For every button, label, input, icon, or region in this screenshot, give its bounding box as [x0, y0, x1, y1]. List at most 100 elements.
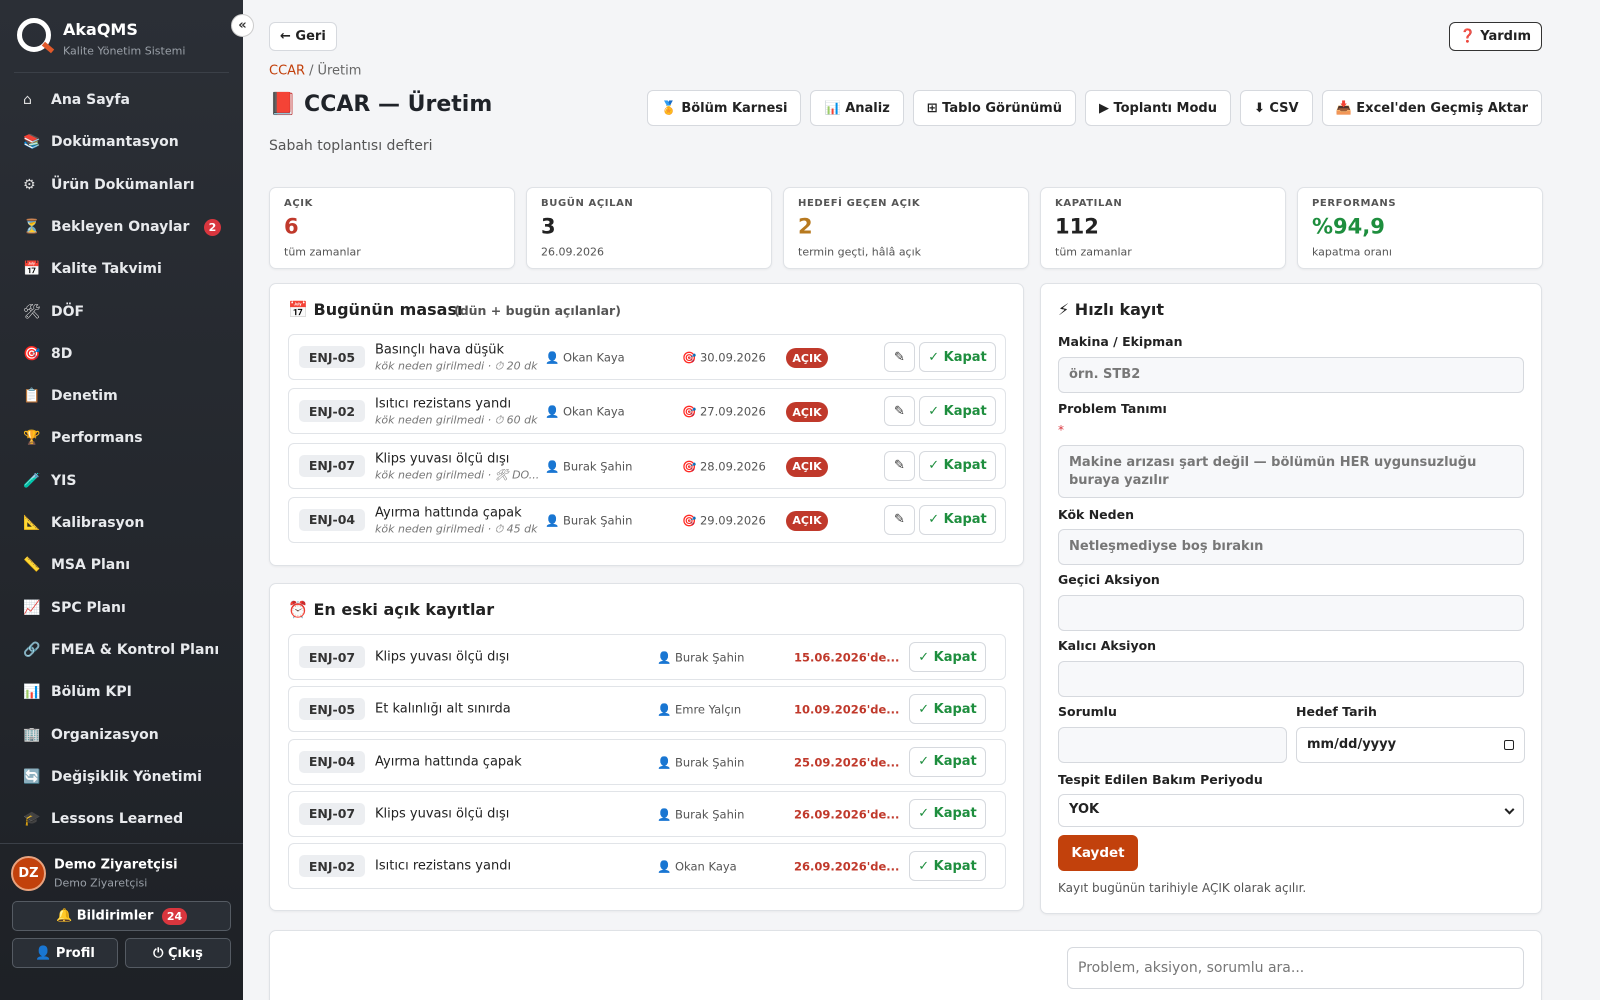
nav-item[interactable]: Organizasyon: [51, 726, 159, 743]
form-note: Kayıt bugünün tarihiyle AÇIK olarak açıl…: [1058, 881, 1307, 895]
record-person: 👤 Okan Kaya: [545, 404, 625, 419]
close-button[interactable]: ✓ Kapat: [919, 504, 996, 535]
close-button[interactable]: ✓ Kapat: [919, 450, 996, 481]
nav-item[interactable]: 8D: [51, 345, 73, 362]
close-button[interactable]: ✓ Kapat: [909, 851, 986, 882]
close-button[interactable]: ✓ Kapat: [909, 746, 986, 777]
panel-title: ⏰ En eski açık kayıtlar: [288, 600, 495, 619]
stat-label: AÇIK: [284, 198, 313, 209]
today-row: ENJ-07 Klips yuvası ölçü dışı kök neden gi…: [288, 442, 1006, 489]
select[interactable]: YOK: [1058, 794, 1524, 827]
close-button[interactable]: ✓ Kapat: [919, 396, 996, 427]
nav-item[interactable]: Bekleyen Onaylar: [51, 218, 190, 235]
today-panel: 📅 Bugünün masası (dün + bugün açılanlar) E…: [269, 283, 1024, 566]
stat-note: 26.09.2026: [541, 245, 604, 259]
nav-icon: 🎯: [23, 345, 41, 362]
record-meta: kök neden girilmedi · 🛠 DO...: [375, 468, 540, 482]
toolbar-button[interactable]: 📊 Analiz: [810, 90, 904, 126]
record-title: Isıtıcı rezistans yandı: [375, 858, 512, 874]
status-badge: AÇIK: [786, 348, 828, 368]
field-label: Kalıcı Aksiyon: [1058, 637, 1157, 653]
nav-item[interactable]: FMEA & Kontrol Planı: [51, 641, 220, 658]
input[interactable]: örn. STB2: [1058, 357, 1524, 393]
nav-item[interactable]: Ürün Dokümanları: [51, 176, 195, 193]
record-person: 👤 Burak Şahin: [657, 754, 745, 769]
stat-note: termin geçti, hâlâ açık: [798, 245, 922, 259]
nav-item[interactable]: SPC Planı: [51, 599, 126, 616]
logout-button[interactable]: ⏻ Çıkış: [125, 938, 231, 968]
record-person: 👤 Burak Şahin: [545, 458, 633, 473]
breadcrumb-parent[interactable]: CCAR: [269, 63, 306, 79]
help-button[interactable]: ❓ Yardım: [1448, 22, 1542, 51]
quick-form: ⚡ Hızlı kayıt Makina / Ekipman örn. STB2 Pr…: [1040, 283, 1542, 914]
toolbar-button[interactable]: 📥 Excel'den Geçmiş Aktar: [1321, 90, 1542, 126]
nav-item[interactable]: Dokümantasyon: [51, 134, 179, 151]
record-due: 🎯 29.09.2026: [682, 513, 766, 528]
input[interactable]: mm/dd/yyyy: [1296, 727, 1525, 763]
close-button[interactable]: ✓ Kapat: [909, 798, 986, 829]
submit-button[interactable]: Kaydet: [1058, 835, 1138, 871]
record-since: 15.06.2026'de...: [794, 650, 900, 665]
record-code: ENJ-02: [299, 855, 365, 878]
profile-button[interactable]: 👤 Profil: [12, 938, 118, 968]
record-code: ENJ-07: [299, 802, 365, 825]
toolbar-button[interactable]: ▶ Toplantı Modu: [1084, 90, 1231, 126]
collapse-button[interactable]: «: [231, 14, 254, 37]
record-since: 26.09.2026'de...: [794, 807, 900, 822]
notifications-label: 🔔 Bildirimler: [56, 908, 154, 924]
toolbar-button[interactable]: ⬇ CSV: [1239, 90, 1313, 126]
toolbar-button[interactable]: 🏅 Bölüm Karnesi: [646, 90, 802, 126]
edit-button[interactable]: ✎: [884, 342, 915, 372]
status-badge: AÇIK: [786, 456, 828, 477]
breadcrumb-current: Üretim: [317, 63, 362, 79]
notifications-button[interactable]: 🔔 Bildirimler 24: [12, 901, 231, 931]
stat-card: BUGÜN AÇILAN 3 26.09.2026: [526, 187, 772, 269]
record-person: 👤 Okan Kaya: [657, 859, 737, 874]
nav-item[interactable]: Performans: [51, 430, 143, 447]
toolbar-button[interactable]: ⊞ Tablo Görünümü: [912, 90, 1076, 126]
record-person: 👤 Burak Şahin: [657, 807, 745, 822]
placeholder: YOK: [1069, 802, 1100, 818]
close-button[interactable]: ✓ Kapat: [909, 642, 986, 672]
stat-value: 112: [1055, 214, 1099, 239]
record-code: ENJ-02: [299, 400, 365, 423]
nav-item[interactable]: Ana Sayfa: [51, 92, 130, 108]
back-button[interactable]: ← Geri: [269, 22, 337, 51]
nav-item[interactable]: Kalibrasyon: [51, 515, 145, 531]
nav-item[interactable]: Lessons Learned: [51, 811, 184, 828]
nav-item[interactable]: Değişiklik Yönetimi: [51, 768, 202, 785]
nav-icon: 📅: [23, 261, 41, 278]
record-person: 👤 Burak Şahin: [657, 650, 745, 665]
input[interactable]: [1058, 727, 1287, 763]
breadcrumb: CCAR / Üretim: [269, 65, 365, 78]
search-input[interactable]: Problem, aksiyon, sorumlu ara...: [1067, 947, 1524, 989]
input[interactable]: Netleşmediyse boş bırakın: [1058, 529, 1524, 565]
close-button[interactable]: ✓ Kapat: [909, 694, 986, 725]
stat-label: HEDEFİ GEÇEN AÇIK: [798, 198, 921, 209]
input[interactable]: [1058, 661, 1524, 697]
nav-item[interactable]: DÖF: [51, 303, 85, 320]
logo-tail: [41, 41, 55, 54]
nav-item[interactable]: Denetim: [51, 388, 118, 405]
input[interactable]: Makine arızası şart değil — bölümün HER …: [1058, 445, 1524, 498]
nav-item[interactable]: Bölüm KPI: [51, 684, 132, 701]
input[interactable]: [1058, 595, 1524, 631]
nav-item[interactable]: Kalite Takvimi: [51, 261, 162, 278]
placeholder: Problem, aksiyon, sorumlu ara...: [1078, 960, 1305, 976]
edit-button[interactable]: ✎: [884, 450, 915, 481]
nav-icon: 📏: [23, 557, 41, 574]
record-due: 🎯 27.09.2026: [682, 404, 766, 419]
edit-button[interactable]: ✎: [884, 396, 915, 427]
nav-badge: 2: [204, 218, 221, 236]
nav-icon: ⚙: [23, 176, 36, 193]
edit-button[interactable]: ✎: [884, 504, 915, 535]
nav-icon: 📋: [23, 388, 41, 405]
nav-item[interactable]: MSA Planı: [51, 557, 130, 574]
nav-item[interactable]: YIS: [51, 472, 77, 489]
record-title: Basınçlı hava düşük: [375, 342, 505, 358]
stat-note: kapatma oranı: [1312, 245, 1392, 259]
nav-icon: ⏳: [23, 218, 41, 235]
record-person: 👤 Okan Kaya: [545, 350, 625, 365]
close-button[interactable]: ✓ Kapat: [919, 342, 996, 372]
record-code: ENJ-07: [299, 646, 365, 668]
